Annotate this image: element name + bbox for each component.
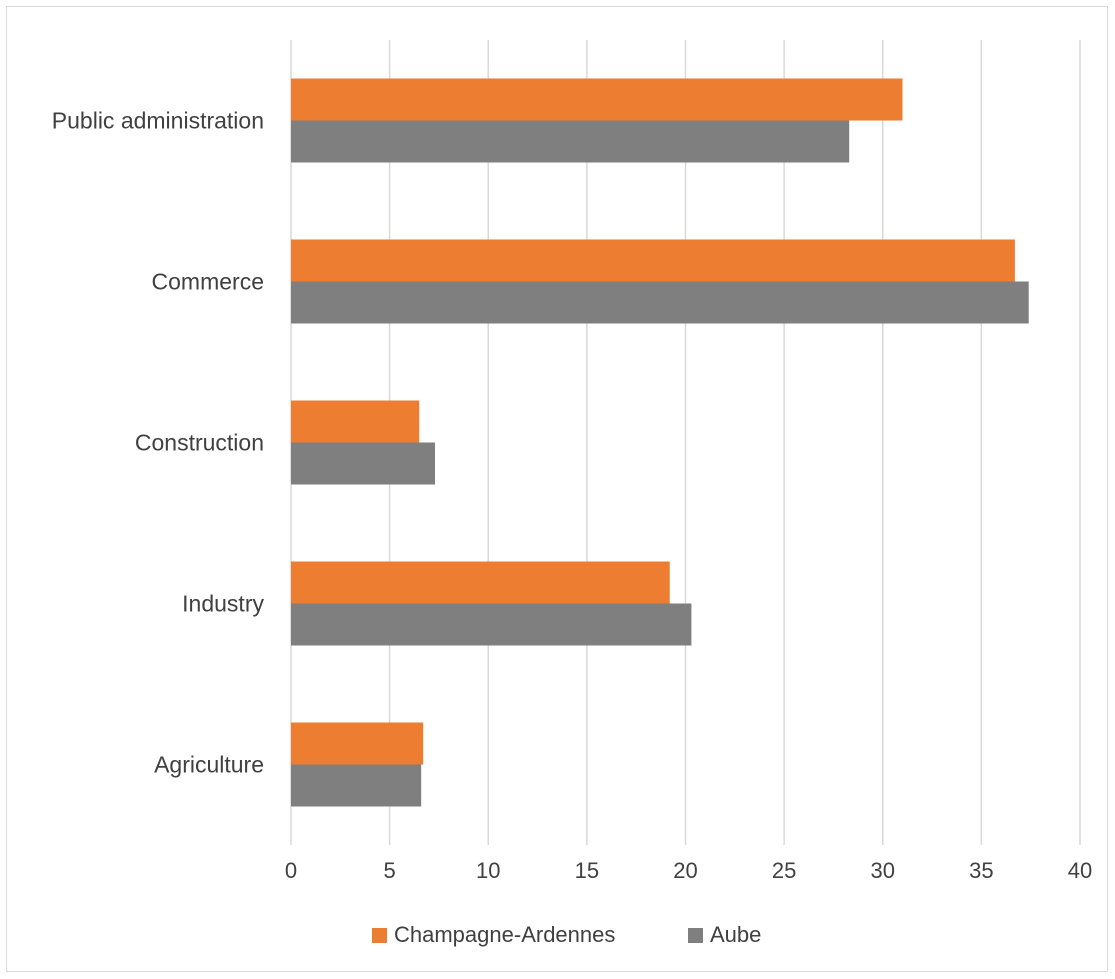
legend-label: Champagne-Ardennes	[394, 922, 615, 947]
legend: Champagne-Ardennes Aube	[372, 922, 761, 947]
bar	[291, 764, 422, 807]
category-label: Industry	[182, 591, 264, 617]
category-label: Agriculture	[154, 752, 264, 778]
gridlines	[290, 40, 1081, 845]
bar	[291, 442, 435, 485]
y-axis-categories: Public administration Commerce Constructio…	[52, 108, 265, 778]
bar	[291, 78, 903, 121]
legend-swatch	[688, 928, 703, 943]
legend-label: Aube	[710, 922, 761, 947]
category-label: Construction	[135, 430, 264, 456]
bar	[291, 603, 692, 646]
x-tick-label: 0	[285, 858, 297, 883]
bar	[291, 281, 1029, 324]
bar	[291, 120, 850, 163]
bar	[291, 400, 420, 443]
category-label: Public administration	[52, 108, 264, 134]
bars	[291, 78, 1029, 807]
category-label: Commerce	[152, 269, 264, 295]
x-tick-label: 40	[1068, 858, 1092, 883]
x-tick-label: 5	[384, 858, 396, 883]
legend-swatch	[372, 928, 387, 943]
bar	[291, 722, 424, 765]
bar	[291, 239, 1015, 282]
x-tick-label: 25	[772, 858, 796, 883]
x-tick-label: 30	[871, 858, 895, 883]
x-tick-label: 15	[575, 858, 599, 883]
chart-frame	[6, 6, 1108, 972]
x-tick-label: 20	[673, 858, 697, 883]
bar	[291, 561, 670, 604]
x-axis-ticks: 0 5 10 15 20 25 30 35 40	[285, 858, 1092, 883]
x-tick-label: 10	[476, 858, 500, 883]
x-tick-label: 35	[969, 858, 993, 883]
